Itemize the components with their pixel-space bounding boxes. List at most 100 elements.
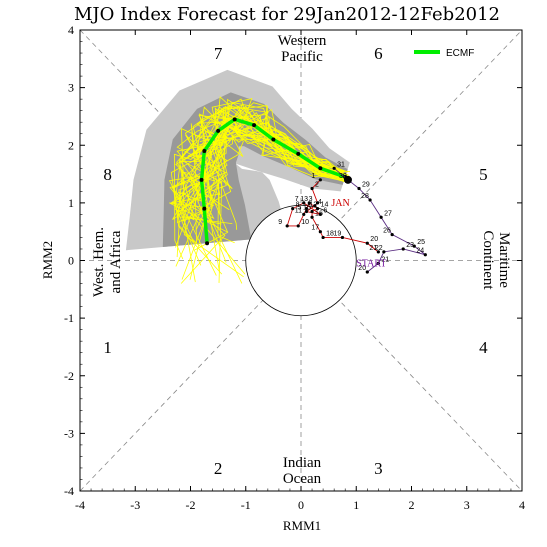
jan-point xyxy=(321,235,325,240)
observed-day-label: 22 xyxy=(375,245,383,252)
ecmf-forecast-point xyxy=(252,123,257,128)
jan-day-label: 21 xyxy=(369,245,377,252)
observed-point xyxy=(412,244,416,248)
jan-point xyxy=(315,207,320,211)
jan-day-label: 6 xyxy=(323,207,327,214)
phase-label-1: 1 xyxy=(103,338,112,357)
jan-day-label: 10 xyxy=(301,219,309,226)
observed-day-label: 31 xyxy=(337,161,345,168)
ensemble-member-line xyxy=(185,107,343,263)
observed-day-label: 30 xyxy=(339,173,347,180)
region-maritime-line2: Continent xyxy=(480,230,496,290)
region-io-line1: Indian xyxy=(283,455,322,471)
x-axis-label: RMM1 xyxy=(283,518,321,533)
jan-point xyxy=(302,201,306,205)
observed-point xyxy=(365,270,369,274)
x-tick-label: 1 xyxy=(353,498,359,512)
ensemble-member-line xyxy=(209,130,342,216)
ecmf-forecast-point xyxy=(205,241,210,246)
jan-point xyxy=(376,250,380,254)
ensemble-member-line xyxy=(169,114,343,233)
phase-label-6: 6 xyxy=(374,44,383,63)
jan-point xyxy=(315,201,320,205)
ecmf-forecast-point xyxy=(318,166,323,171)
phase-label-8: 8 xyxy=(103,165,112,184)
y-tick-label: -1 xyxy=(64,311,74,325)
x-tick-label: -3 xyxy=(130,498,140,512)
region-maritime: Maritime Continent xyxy=(480,230,512,290)
jan-point xyxy=(304,209,309,214)
observed-day-label: 24 xyxy=(416,248,424,255)
jan-day-label: 15 xyxy=(303,205,311,212)
jan-point xyxy=(318,178,322,182)
ensemble-member-line xyxy=(178,105,349,283)
observed-day-label: 26 xyxy=(383,228,391,235)
observed-point xyxy=(401,247,405,251)
start-annotation: START xyxy=(356,258,386,269)
phase-label-3: 3 xyxy=(374,459,383,478)
y-axis-label: RMM2 xyxy=(40,241,55,279)
jan-point xyxy=(310,186,314,191)
legend: ECMF xyxy=(414,48,474,59)
jan-point xyxy=(365,241,369,245)
jan-annotation: JAN xyxy=(331,198,349,209)
phase-label-7: 7 xyxy=(214,44,223,63)
ensemble-member-line xyxy=(177,109,343,224)
region-indian-ocean: Indian Ocean xyxy=(283,455,322,487)
ecmf-forecast-point xyxy=(216,128,221,133)
observed-day-label: 28 xyxy=(361,193,369,200)
y-tick-label: 2 xyxy=(68,138,74,152)
jan-day-label: 14 xyxy=(321,202,329,209)
ecmf-forecast-point xyxy=(271,137,276,142)
observed-line xyxy=(333,167,426,273)
jan-point xyxy=(318,212,322,216)
legend-ecmf-label: ECMF xyxy=(446,48,474,59)
y-tick-label: 1 xyxy=(68,196,74,210)
jan-point xyxy=(291,207,295,211)
observed-point xyxy=(390,232,394,237)
jan-point xyxy=(307,201,311,205)
phase-label-4: 4 xyxy=(479,338,488,357)
observed-day-label: 25 xyxy=(417,239,425,246)
jan-day-label: 19 xyxy=(333,230,341,237)
y-tick-label: 0 xyxy=(68,254,74,268)
x-tick-label: 2 xyxy=(409,498,415,512)
jan-day-label: 17 xyxy=(311,225,319,232)
ensemble-member-line xyxy=(168,121,349,276)
ecmf-forecast-point xyxy=(202,206,207,211)
y-tick-label: -2 xyxy=(64,369,74,383)
current-position-marker xyxy=(343,175,352,184)
region-io-line2: Ocean xyxy=(283,471,322,487)
region-west-hem-line2: and Africa xyxy=(108,230,124,293)
observed-point xyxy=(368,198,372,202)
jan-day-label: 5 xyxy=(298,205,302,212)
x-tick-label: -2 xyxy=(186,498,196,512)
chart-title: MJO Index Forecast for 29Jan2012-12Feb20… xyxy=(74,4,500,25)
observed-day-label: 23 xyxy=(406,242,414,249)
jan-day-label: 7 xyxy=(295,196,299,203)
observed-point xyxy=(357,186,361,191)
jan-day-label: 2 xyxy=(315,181,319,188)
observed-point xyxy=(423,253,427,257)
jan-day-label: 20 xyxy=(370,236,378,243)
observed-day-label: 20 xyxy=(358,265,366,272)
ecmf-forecast-point xyxy=(199,177,204,182)
observed-point xyxy=(382,250,386,254)
unit-circle xyxy=(245,204,357,317)
ecmf-forecast-point xyxy=(202,149,207,154)
jan-point xyxy=(310,209,314,214)
x-tick-label: 4 xyxy=(519,498,525,512)
jan-point xyxy=(302,212,306,216)
observed-point xyxy=(379,215,383,219)
jan-day-label: 11 xyxy=(295,207,302,214)
y-tick-label: 4 xyxy=(68,23,74,37)
y-tick-label: -4 xyxy=(64,484,74,498)
x-tick-label: 0 xyxy=(298,498,304,512)
ecmf-forecast-point xyxy=(296,151,301,156)
ensemble-member-line xyxy=(169,120,349,228)
region-western-pacific: Western Pacific xyxy=(278,33,327,65)
jan-day-label: 9 xyxy=(278,219,282,226)
jan-day-label: 3 xyxy=(309,196,313,203)
